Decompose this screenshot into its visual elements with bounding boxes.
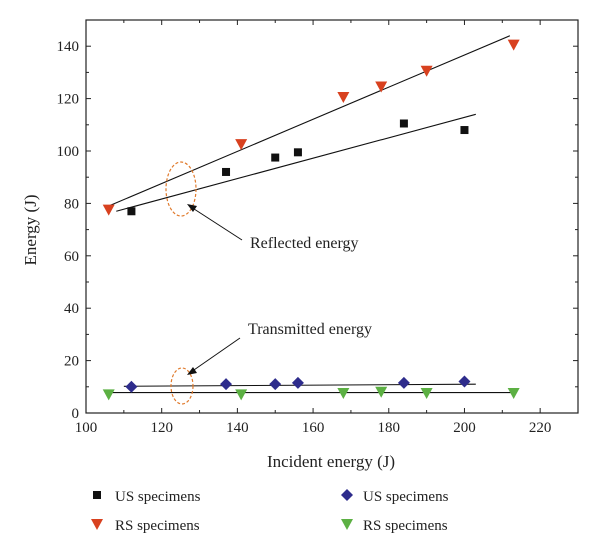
x-tick-label: 100 — [75, 420, 98, 436]
annotation-ellipse-transmitted — [170, 367, 194, 405]
x-tick-label: 180 — [378, 420, 401, 436]
legend-label: US specimens — [363, 489, 449, 505]
legend-item-us-reflected: US specimens — [93, 489, 201, 505]
fit-line — [116, 113, 476, 212]
data-point-square — [293, 148, 302, 157]
y-tick-label: 40 — [64, 301, 79, 317]
data-point-triangle — [375, 386, 388, 398]
x-tick-label: 140 — [226, 420, 249, 436]
data-point-square — [127, 207, 136, 216]
legend-item-rs-reflected: RS specimens — [91, 518, 200, 534]
annotation-arrow-reflected — [190, 206, 243, 241]
plot-frame — [85, 19, 579, 414]
legend-label: US specimens — [115, 489, 201, 505]
x-tick-label: 220 — [529, 420, 552, 436]
legend-marker-triangle-down — [91, 519, 103, 530]
data-point-triangle — [375, 81, 388, 93]
fit-line — [108, 35, 511, 207]
data-point-triangle — [102, 389, 115, 401]
data-point-triangle — [337, 388, 350, 400]
legend-item-rs-transmitted: RS specimens — [341, 518, 448, 534]
data-point-diamond — [220, 378, 233, 391]
arrowhead-transmitted — [187, 367, 197, 375]
annotation-transmitted: Transmitted energy — [170, 321, 372, 405]
x-axis-title: Incident energy (J) — [267, 452, 395, 471]
annotation-reflected: Reflected energy — [165, 161, 359, 252]
data-point-square — [222, 167, 231, 176]
data-point-triangle — [102, 204, 115, 216]
data-point-triangle — [235, 389, 248, 401]
legend-marker-diamond — [341, 489, 353, 501]
legend-label: RS specimens — [115, 518, 200, 534]
legend: US specimens RS specimens US specimens R… — [91, 489, 449, 534]
data-point-diamond — [269, 378, 282, 391]
annotation-label-transmitted: Transmitted energy — [248, 321, 372, 338]
data-point-diamond — [458, 375, 471, 388]
data-point-square — [271, 153, 280, 162]
data-point-triangle — [235, 139, 248, 151]
data-point-square — [460, 126, 469, 135]
axes: 100 120 140 160 180 200 220 0 20 40 60 80 100 120 140 — [57, 19, 579, 436]
legend-item-us-transmitted: US specimens — [341, 489, 449, 505]
annotation-arrow-transmitted — [190, 337, 241, 373]
arrowhead-reflected — [187, 204, 197, 212]
y-tick-label: 0 — [72, 406, 80, 422]
y-tick-label: 60 — [64, 249, 79, 265]
y-tick-label: 140 — [57, 39, 80, 55]
legend-marker-triangle-down — [341, 519, 353, 530]
data-point-triangle — [507, 39, 520, 51]
data-point-square — [399, 119, 408, 128]
data-point-diamond — [125, 380, 138, 393]
legend-marker-square — [93, 491, 101, 499]
data-point-diamond — [291, 376, 304, 389]
annotation-ellipse-reflected — [165, 161, 197, 217]
legend-label: RS specimens — [363, 518, 448, 534]
data-point-triangle — [420, 65, 433, 77]
y-tick-label: 80 — [64, 196, 79, 212]
plot-area — [102, 35, 520, 401]
x-tick-label: 120 — [150, 420, 173, 436]
y-axis-title: Energy (J) — [21, 195, 40, 266]
x-tick-label: 160 — [302, 420, 325, 436]
y-tick-label: 120 — [57, 92, 80, 108]
data-point-diamond — [397, 376, 410, 389]
data-point-triangle — [420, 388, 433, 400]
y-tick-label: 100 — [57, 144, 80, 160]
x-tick-label: 200 — [453, 420, 476, 436]
annotation-label-reflected: Reflected energy — [250, 235, 359, 252]
data-point-triangle — [507, 388, 520, 400]
y-tick-label: 20 — [64, 354, 79, 370]
data-point-triangle — [337, 91, 350, 103]
